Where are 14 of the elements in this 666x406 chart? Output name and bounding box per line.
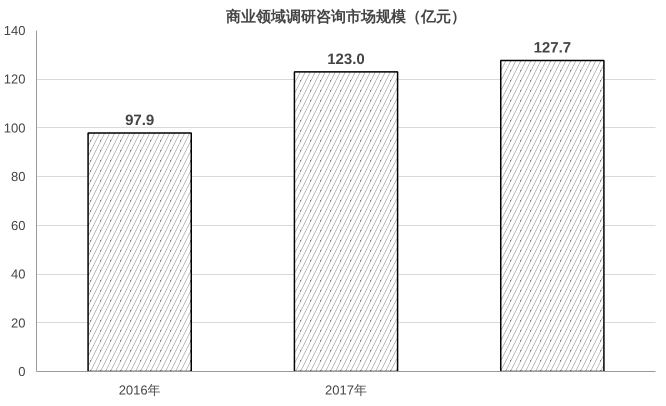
y-tick-label: 80	[11, 169, 26, 184]
y-tick-label: 60	[11, 218, 26, 233]
y-tick-label: 140	[4, 23, 26, 38]
x-tick-label: 2016年	[118, 382, 161, 398]
data-label: 97.9	[125, 112, 154, 130]
x-tick-label: 2017年	[325, 382, 367, 398]
y-tick-label: 20	[11, 315, 26, 330]
data-label: 127.7	[534, 39, 572, 56]
y-tick-label: 100	[4, 120, 26, 136]
y-tick-label: 120	[4, 72, 26, 87]
y-tick-label: 40	[11, 266, 26, 282]
data-label: 123.0	[327, 50, 365, 68]
chart-title: 商业领域调研咨询市场规模（亿元）	[225, 8, 466, 26]
y-tick-label: 0	[18, 364, 26, 379]
